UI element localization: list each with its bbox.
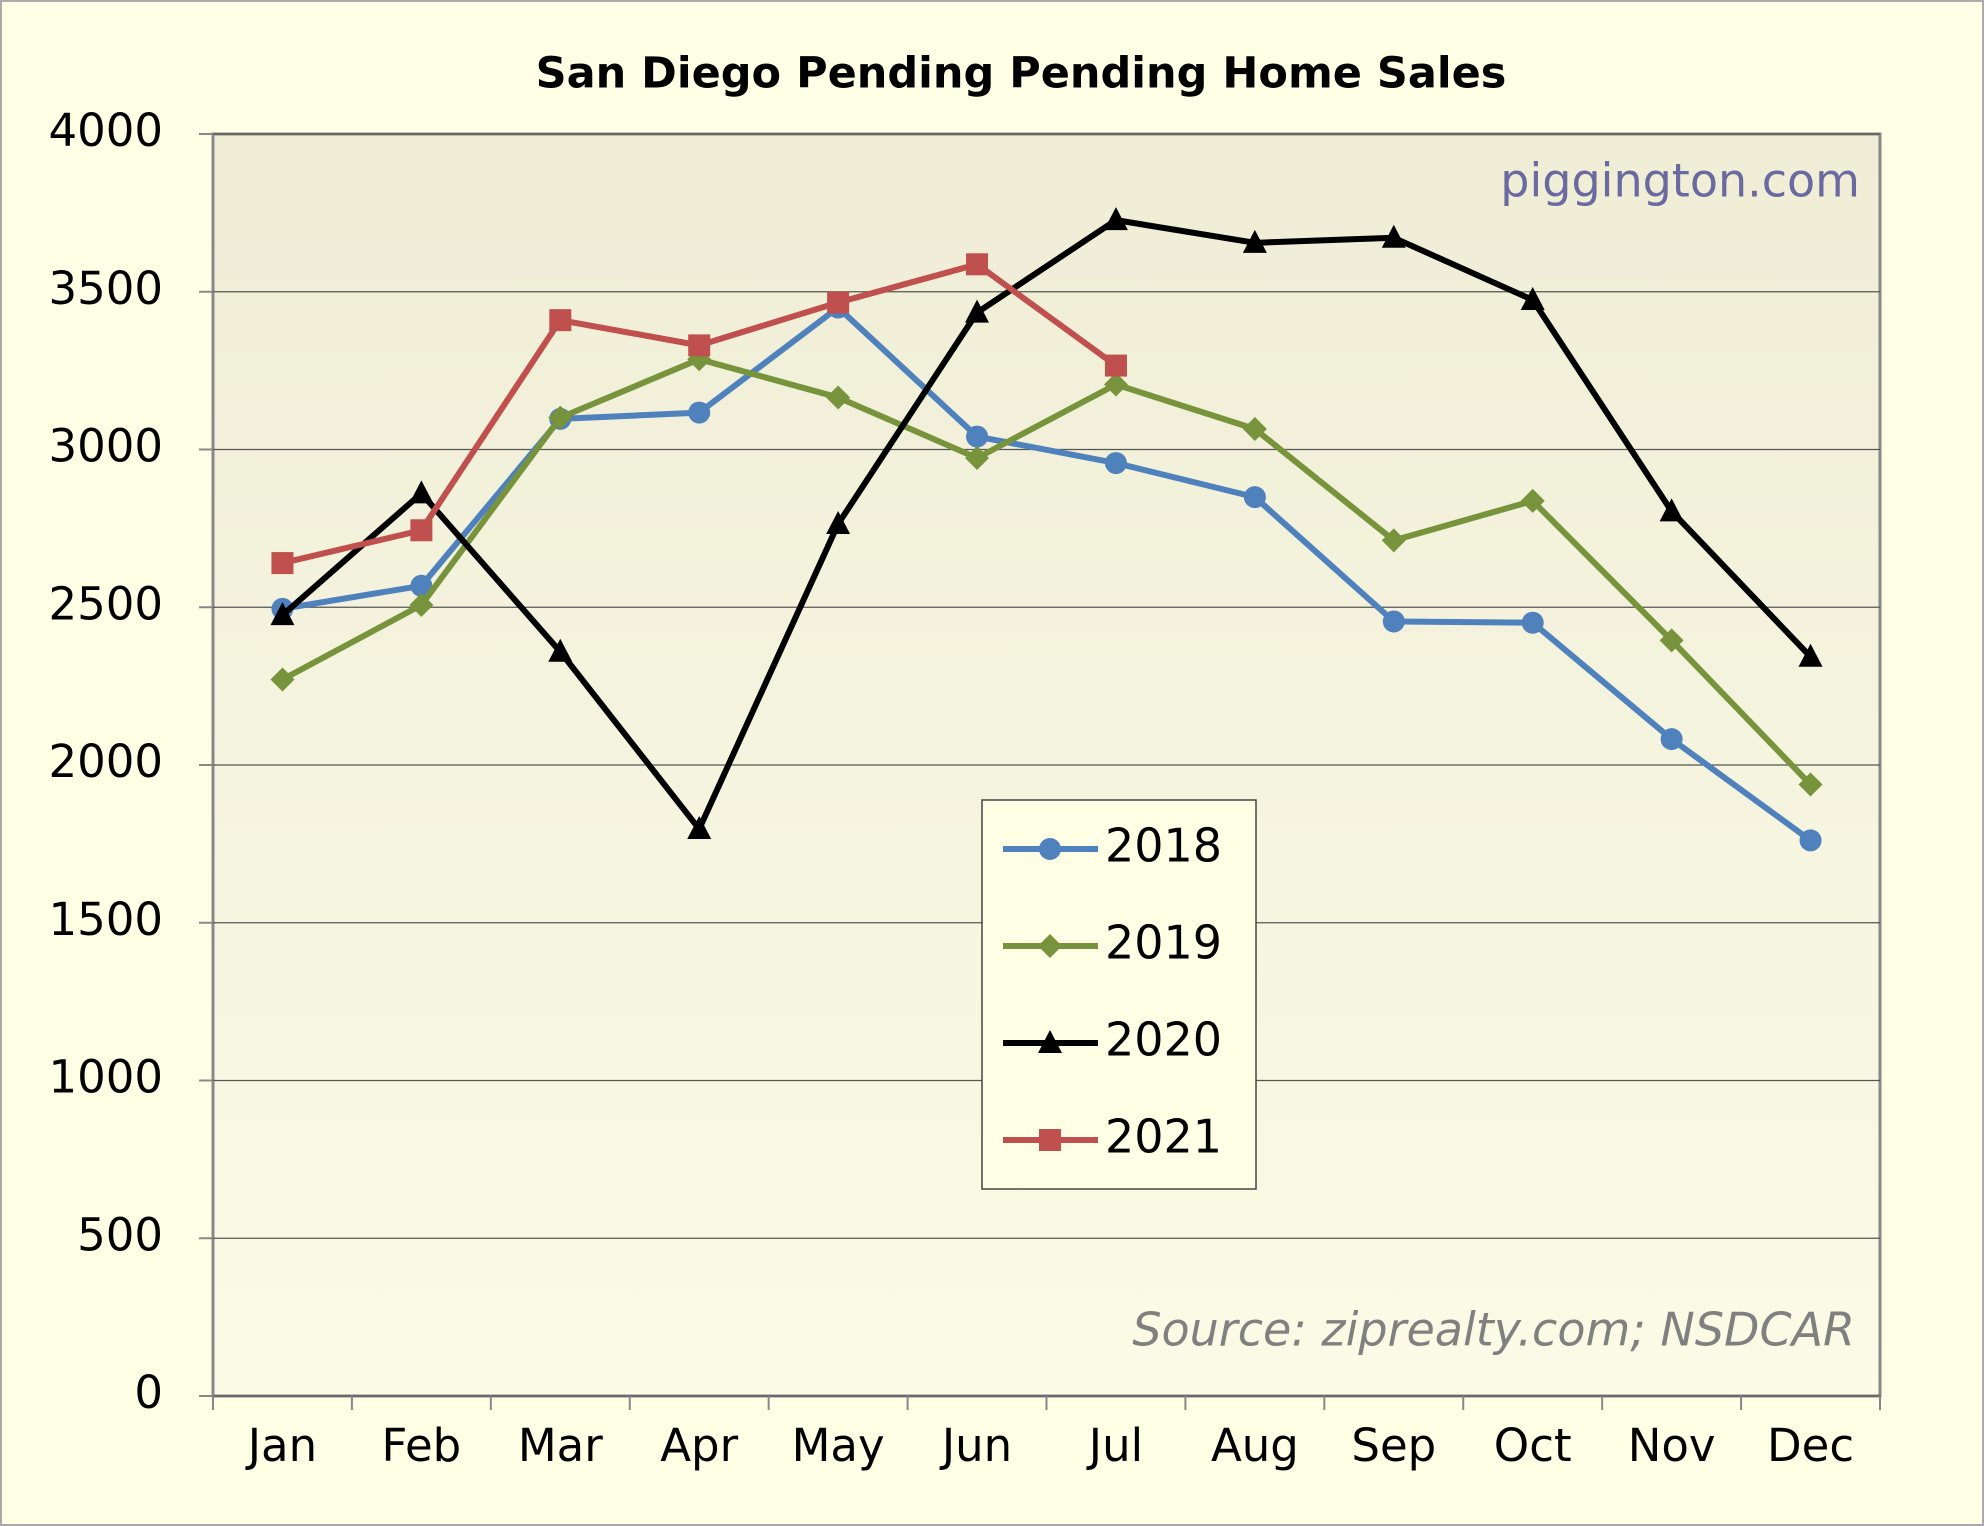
y-tick-label: 3000 [48,420,163,473]
data-point [1660,728,1683,751]
data-point [1799,829,1822,852]
data-point [1659,628,1684,653]
legend-marker [1038,934,1062,958]
y-tick-label: 2000 [48,735,163,788]
chart-title: San Diego Pending Pending Home Sales [536,49,1507,99]
data-point [687,816,712,840]
data-point [1103,207,1128,231]
data-point [270,602,295,626]
data-point [409,593,434,618]
x-tick-label: Oct [1494,1419,1572,1472]
data-point [410,519,433,542]
data-point [270,667,295,692]
data-point [549,309,572,332]
data-point [1659,498,1684,522]
data-point [1242,416,1267,441]
data-point [1381,224,1406,248]
data-point [1381,528,1406,553]
data-point [1104,354,1127,377]
legend-box [981,799,1257,1190]
x-tick-label: Dec [1767,1419,1854,1472]
data-point [1798,643,1823,667]
y-tick-label: 500 [77,1208,163,1261]
data-point [548,405,573,430]
watermark: piggington.com [1500,154,1860,208]
data-point [826,385,851,410]
data-point [548,638,573,662]
x-tick-label: Nov [1628,1419,1716,1472]
x-tick-label: Sep [1351,1419,1436,1472]
x-tick-label: Aug [1211,1419,1299,1472]
data-point [966,425,989,448]
legend-label: 2019 [1105,916,1222,970]
legend-marker [1039,1129,1061,1151]
y-tick-label: 3500 [48,262,163,315]
series-line [281,356,1813,787]
data-point [1520,488,1545,513]
x-tick-label: Feb [382,1419,462,1472]
data-point [827,291,850,314]
data-point [1521,611,1544,634]
source-note: Source: ziprealty.com; NSDCAR [1132,1303,1855,1357]
data-point [410,574,433,597]
legend-label: 2021 [1105,1110,1222,1164]
legend-label: 2018 [1105,819,1222,873]
series-line [280,217,1813,833]
y-tick-label: 4000 [48,104,163,157]
data-point [1520,286,1545,310]
x-tick-label: Mar [518,1419,603,1472]
data-point [1104,452,1127,475]
x-tick-label: May [792,1419,885,1472]
data-point [826,510,851,534]
data-point [1798,772,1823,797]
y-tick-label: 1000 [48,1051,163,1104]
y-tick-label: 0 [134,1366,163,1419]
x-tick-label: Jan [245,1419,317,1472]
data-point [1382,610,1405,633]
data-point [1103,372,1128,397]
x-tick-label: Apr [660,1419,738,1472]
y-tick-label: 1500 [48,893,163,946]
data-point [271,552,294,575]
data-point [965,299,990,323]
data-point [409,480,434,504]
x-tick-label: Jul [1086,1419,1143,1472]
x-tick-label: Jun [939,1419,1012,1472]
data-point [1243,486,1266,509]
data-point [688,334,711,357]
legend-marker [1039,838,1061,860]
data-point [965,446,990,471]
data-point [688,401,711,424]
legend-marker [1038,1030,1062,1053]
data-point [1242,229,1267,253]
y-tick-label: 2500 [48,577,163,630]
legend-label: 2020 [1105,1013,1222,1067]
data-point [966,253,989,276]
